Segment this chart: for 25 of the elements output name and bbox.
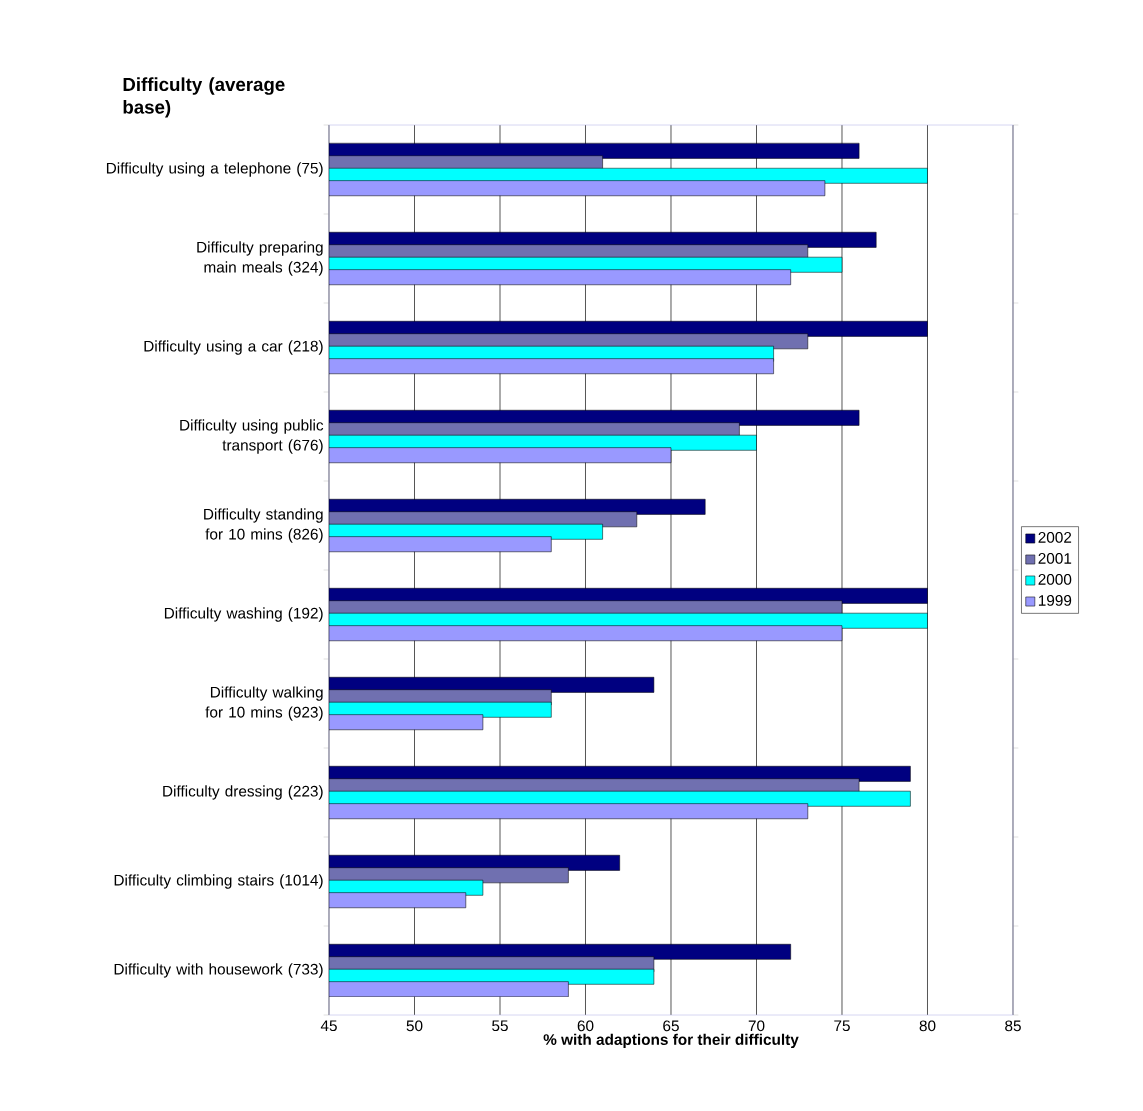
legend-label: 2000 <box>1038 574 1072 585</box>
y-tick-label: Difficulty standing for 10 mins (826) <box>204 508 323 543</box>
y-tick-label: Difficulty climbing stairs (1014) <box>114 874 323 889</box>
y-tick-label: Difficulty using a car (218) <box>144 340 323 355</box>
y-tick-label: Difficulty using public transport (676) <box>180 419 324 454</box>
y-tick-label: Difficulty with housework (733) <box>114 963 323 978</box>
y-tick-label: Difficulty walking for 10 mins (923) <box>205 686 323 721</box>
legend-label: 2001 <box>1038 553 1072 564</box>
y-tick-label: Difficulty dressing (223) <box>163 785 323 800</box>
x-tick-label: 80 <box>919 1020 936 1032</box>
legend-label: 2002 <box>1038 532 1072 543</box>
x-tick-label: 70 <box>748 1020 765 1032</box>
y-tick-label: Difficulty using a telephone (75) <box>106 162 323 177</box>
x-tick-label: 85 <box>1005 1020 1021 1032</box>
chart-title: Difficulty (average base) <box>123 77 285 118</box>
x-tick-label: 55 <box>492 1020 508 1032</box>
x-tick-label: 75 <box>834 1020 850 1032</box>
legend-label: 1999 <box>1038 595 1072 606</box>
x-tick-label: 60 <box>577 1020 594 1032</box>
y-tick-label: Difficulty washing (192) <box>164 607 323 622</box>
x-tick-label: 50 <box>406 1020 423 1032</box>
x-tick-label: 65 <box>663 1020 679 1032</box>
x-tick-label: 45 <box>320 1020 337 1032</box>
x-axis-title: % with adaptions for their difficulty <box>543 1033 799 1049</box>
y-tick-label: Difficulty preparing main meals (324) <box>197 241 323 276</box>
